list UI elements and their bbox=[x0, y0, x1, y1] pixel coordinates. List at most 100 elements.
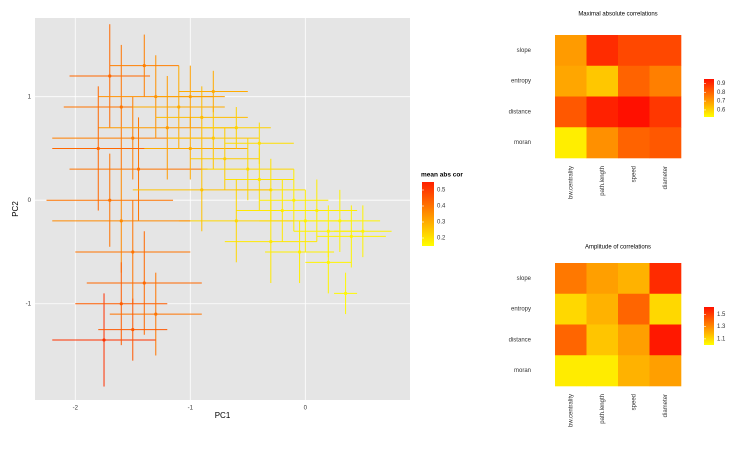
heatmap-cell bbox=[618, 355, 650, 387]
point-group bbox=[75, 262, 168, 346]
row-label: entropy bbox=[511, 307, 531, 313]
heatmap-cell bbox=[649, 35, 682, 67]
row-label: distance bbox=[509, 109, 532, 115]
colorbar-label: 1.1 bbox=[717, 336, 726, 342]
point bbox=[131, 328, 135, 332]
heatmap-cell bbox=[586, 65, 619, 97]
x-tick-label: -2 bbox=[73, 406, 79, 412]
heatmap-cell bbox=[555, 355, 587, 387]
row-label: entropy bbox=[511, 79, 531, 85]
colorbar-label: 0.7 bbox=[717, 99, 726, 105]
point bbox=[200, 115, 204, 119]
colorbar bbox=[704, 79, 714, 117]
point-group bbox=[305, 231, 352, 294]
point bbox=[154, 95, 158, 99]
heatmap-cell bbox=[555, 96, 587, 128]
heatmap-cell bbox=[586, 127, 619, 159]
point bbox=[131, 136, 135, 140]
point-group bbox=[52, 86, 145, 211]
point bbox=[338, 219, 342, 223]
point-group bbox=[52, 169, 191, 273]
row-label: moran bbox=[514, 140, 531, 146]
point-group bbox=[109, 272, 202, 356]
heatmap-cell bbox=[649, 263, 682, 295]
point-group bbox=[75, 200, 191, 304]
heatmap-cell bbox=[618, 263, 650, 295]
colorbar-label: 0.4 bbox=[437, 204, 446, 210]
column-label: path.length bbox=[600, 394, 606, 424]
point-group bbox=[109, 34, 179, 97]
heatmap-cell bbox=[649, 324, 682, 356]
point bbox=[96, 146, 100, 151]
colorbar-label: 1.3 bbox=[717, 324, 726, 330]
heatmap-cell bbox=[555, 263, 587, 295]
colorbar-label: 0.9 bbox=[717, 81, 726, 87]
point-group bbox=[224, 122, 294, 164]
heatmap-cell bbox=[555, 127, 587, 159]
column-label: diameter bbox=[663, 166, 669, 189]
heatmap-cell bbox=[649, 127, 682, 159]
point bbox=[211, 136, 215, 140]
point bbox=[119, 105, 123, 109]
point bbox=[136, 167, 141, 171]
x-tick-label: 0 bbox=[304, 406, 308, 412]
point bbox=[142, 64, 146, 68]
heatmap-cell bbox=[618, 127, 650, 159]
point-group bbox=[178, 70, 248, 113]
point-group bbox=[86, 231, 202, 335]
point-group bbox=[46, 153, 174, 247]
point bbox=[269, 240, 273, 244]
point bbox=[188, 95, 192, 99]
point bbox=[343, 291, 348, 295]
colorbar-label: 0.6 bbox=[717, 108, 726, 114]
colorbar-label: 0.8 bbox=[717, 90, 726, 96]
point bbox=[142, 281, 146, 285]
point bbox=[349, 234, 353, 239]
heatmap-cell bbox=[618, 65, 650, 97]
heatmap-cell bbox=[586, 263, 619, 295]
point-group bbox=[69, 24, 151, 128]
point bbox=[102, 338, 106, 342]
point-group bbox=[52, 293, 156, 387]
point-group bbox=[224, 200, 317, 284]
point bbox=[154, 312, 158, 316]
colorbar-label: 1.5 bbox=[717, 312, 726, 318]
colorbar-label: 0.3 bbox=[437, 220, 446, 226]
colorbar bbox=[704, 307, 714, 345]
point bbox=[326, 260, 330, 264]
column-label: diameter bbox=[663, 394, 669, 417]
point-group bbox=[334, 205, 392, 258]
point bbox=[315, 208, 319, 213]
point bbox=[211, 89, 215, 94]
point bbox=[188, 146, 192, 151]
x-tick-label: -1 bbox=[188, 406, 194, 412]
point-group bbox=[69, 117, 208, 221]
heatmap-cell bbox=[586, 293, 619, 325]
heatmap-cell bbox=[649, 65, 682, 97]
legend-title: mean abs cor bbox=[421, 172, 463, 179]
point bbox=[108, 198, 112, 202]
point-group bbox=[178, 179, 294, 263]
point bbox=[223, 157, 227, 161]
y-tick-label: -1 bbox=[26, 301, 32, 307]
colorbar-label: 0.5 bbox=[437, 188, 446, 194]
heatmap-cell bbox=[649, 293, 682, 325]
heatmap-title: Maximal absolute correlations bbox=[578, 12, 657, 18]
heatmap-cell bbox=[555, 324, 587, 356]
y-tick-label: 1 bbox=[28, 94, 32, 100]
heatmap-cell bbox=[649, 96, 682, 128]
point bbox=[234, 126, 238, 130]
heatmap-title: Amplitude of correlations bbox=[585, 245, 651, 251]
row-label: slope bbox=[517, 48, 532, 54]
heatmap-cell bbox=[586, 355, 619, 387]
point bbox=[131, 250, 135, 254]
point bbox=[297, 250, 302, 254]
column-label: bw.centrality bbox=[568, 166, 574, 199]
row-label: distance bbox=[509, 337, 532, 343]
y-axis-title: PC2 bbox=[11, 201, 20, 217]
heatmap-cell bbox=[586, 35, 619, 67]
heatmap-cell bbox=[586, 96, 619, 128]
y-tick-label: 0 bbox=[28, 198, 32, 204]
point-group bbox=[299, 189, 381, 252]
